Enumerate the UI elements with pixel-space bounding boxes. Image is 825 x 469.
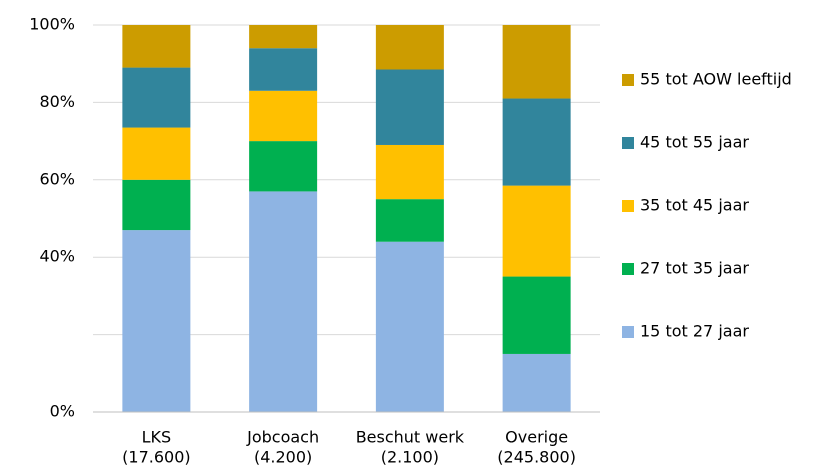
x-tick-count: (17.600) (122, 448, 190, 467)
x-tick-label: LKS (142, 428, 172, 447)
legend-label: 15 tot 27 jaar (640, 322, 749, 341)
bar-segment (375, 25, 444, 70)
x-tick-label: Beschut werk (356, 428, 465, 447)
bar-segment (502, 353, 571, 412)
x-tick-label: Overige (505, 428, 568, 447)
legend-swatch (622, 263, 634, 275)
bar-segment (122, 25, 191, 68)
bar-segment (375, 241, 444, 412)
y-tick-label: 100% (29, 15, 75, 34)
bar-segment (249, 191, 318, 412)
bar-segment (122, 230, 191, 412)
x-tick-count: (2.100) (381, 448, 439, 467)
legend-swatch (622, 74, 634, 86)
legend-swatch (622, 326, 634, 338)
y-tick-label: 60% (39, 169, 75, 188)
bar-segment (502, 185, 571, 277)
x-tick-label: Jobcoach (246, 428, 319, 447)
x-tick-count: (4.200) (254, 448, 312, 467)
legend-label: 45 tot 55 jaar (640, 133, 749, 152)
bar-segment (249, 48, 318, 91)
bar-segment (375, 144, 444, 200)
y-tick-label: 40% (39, 247, 75, 266)
bar-segment (375, 199, 444, 242)
bar-segment (249, 90, 318, 142)
legend-swatch (622, 137, 634, 149)
y-tick-label: 0% (50, 402, 75, 421)
x-tick-count: (245.800) (497, 448, 576, 467)
legend-label: 35 tot 45 jaar (640, 196, 749, 215)
bar-segment (502, 276, 571, 354)
bar-segment (502, 25, 571, 99)
bar-segment (502, 98, 571, 186)
bar-segment (122, 67, 191, 128)
bar-segment (122, 127, 191, 180)
legend-label: 27 tot 35 jaar (640, 259, 749, 278)
legend-swatch (622, 200, 634, 212)
bar-segment (249, 25, 318, 49)
y-tick-label: 80% (39, 92, 75, 111)
legend-label: 55 tot AOW leeftijd (640, 70, 792, 89)
bar-segment (249, 141, 318, 192)
bar-segment (122, 179, 191, 231)
bar-segment (375, 69, 444, 145)
